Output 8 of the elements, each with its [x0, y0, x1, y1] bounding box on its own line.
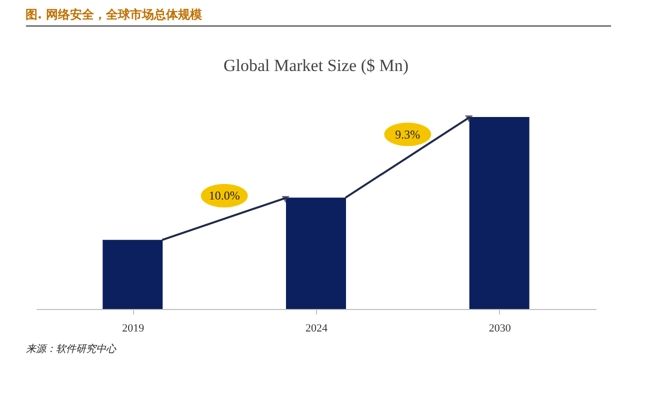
x-tick-label: 2024	[306, 322, 328, 334]
annotation: 10.0%	[208, 188, 240, 203]
chart-title: 图. 网络安全，全球市场总体规模	[26, 8, 202, 22]
source-note: 来源：软件研究中心	[26, 343, 117, 355]
chart-subtitle: Global Market Size ($ Mn)	[223, 56, 409, 75]
x-tick-label: 2019	[122, 322, 145, 334]
x-tick-label: 2030	[488, 322, 512, 334]
annotation: 9.3%	[395, 127, 420, 142]
